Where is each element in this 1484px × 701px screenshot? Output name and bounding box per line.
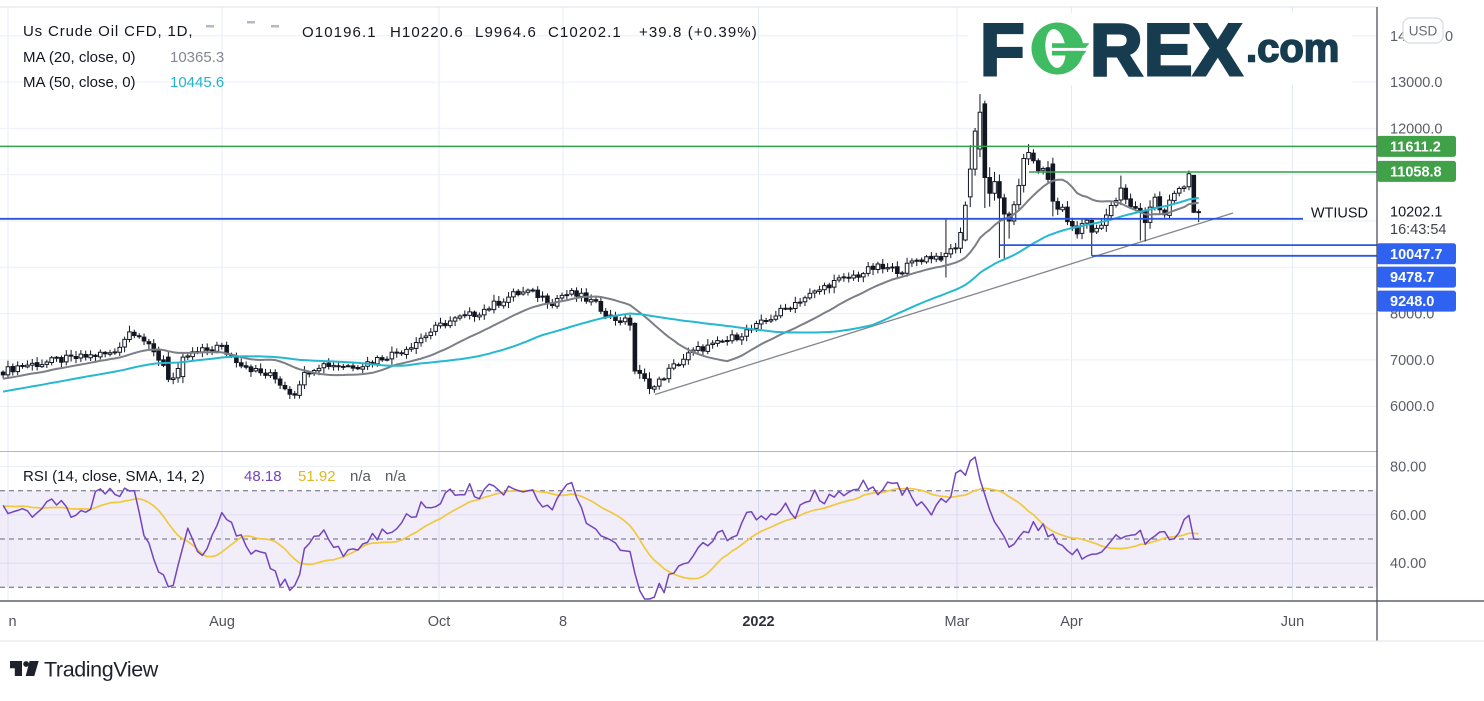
svg-text:13000.0: 13000.0 [1390, 75, 1442, 91]
svg-text:MA (50, close, 0): MA (50, close, 0) [23, 74, 136, 91]
svg-text:TradingView: TradingView [44, 658, 159, 682]
svg-text:RSI (14, close, SMA, 14, 2): RSI (14, close, SMA, 14, 2) [23, 468, 205, 485]
svg-text:11611.2: 11611.2 [1390, 139, 1441, 155]
svg-text:0: 0 [1445, 29, 1453, 45]
svg-text:F: F [980, 10, 1024, 91]
svg-text:H10220.6: H10220.6 [390, 24, 464, 41]
svg-text:9478.7: 9478.7 [1390, 270, 1434, 286]
svg-text:80.00: 80.00 [1390, 460, 1426, 476]
svg-text:10365.3: 10365.3 [170, 49, 224, 66]
svg-text:Aug: Aug [209, 614, 235, 630]
svg-text:.com: .com [1246, 27, 1339, 71]
svg-text:11058.8: 11058.8 [1390, 164, 1442, 180]
svg-text:60.00: 60.00 [1390, 508, 1426, 524]
svg-text:REX: REX [1090, 10, 1243, 91]
svg-text:Oct: Oct [428, 614, 451, 630]
svg-text:10047.7: 10047.7 [1390, 247, 1442, 263]
svg-text:16:43:54: 16:43:54 [1390, 222, 1446, 238]
svg-text:Jun: Jun [1281, 614, 1304, 630]
svg-text:12000.0: 12000.0 [1390, 121, 1442, 137]
svg-text:10202.1: 10202.1 [1390, 205, 1442, 221]
svg-text:48.18: 48.18 [244, 468, 282, 485]
svg-text:Us Crude Oil CFD, 1D,: Us Crude Oil CFD, 1D, [23, 23, 193, 40]
svg-text:n: n [9, 614, 17, 630]
svg-text:8: 8 [559, 614, 567, 630]
svg-text:9248.0: 9248.0 [1390, 294, 1434, 310]
svg-text:WTIUSD: WTIUSD [1311, 206, 1368, 222]
svg-text:n/a: n/a [385, 468, 407, 485]
svg-text:L9964.6: L9964.6 [475, 24, 537, 41]
svg-text:Mar: Mar [945, 614, 970, 630]
svg-text:+39.8 (+0.39%): +39.8 (+0.39%) [639, 24, 758, 41]
svg-text:C10202.1: C10202.1 [548, 24, 622, 41]
svg-text:Apr: Apr [1060, 614, 1083, 630]
svg-text:O10196.1: O10196.1 [302, 24, 377, 41]
svg-text:6000.0: 6000.0 [1390, 399, 1434, 415]
svg-text:51.92: 51.92 [298, 468, 336, 485]
svg-text:2022: 2022 [742, 614, 774, 630]
svg-text:10445.6: 10445.6 [170, 74, 224, 91]
svg-text:n/a: n/a [350, 468, 372, 485]
svg-text:MA (20, close, 0): MA (20, close, 0) [23, 49, 136, 66]
svg-text:USD: USD [1409, 24, 1438, 39]
svg-text:40.00: 40.00 [1390, 556, 1426, 572]
svg-text:7000.0: 7000.0 [1390, 353, 1434, 369]
